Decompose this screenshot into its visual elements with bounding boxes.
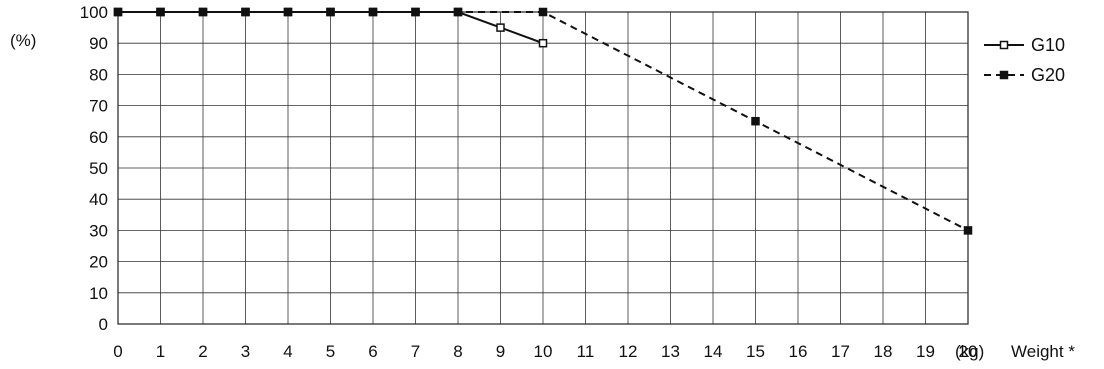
data-point-g20 [283,7,293,17]
data-point-g20 [156,7,165,17]
y-tick-label: 60 [89,128,108,147]
series-layer [113,7,973,235]
data-point-g20 [368,7,378,17]
y-axis-unit: (%) [10,31,36,50]
x-axis-unit: (kg) [955,342,984,361]
y-tick-label: 80 [89,65,108,84]
x-tick-label: 6 [368,342,377,361]
legend-marker [999,40,1009,50]
x-tick-label: 13 [661,342,680,361]
data-point-g20 [963,226,973,235]
x-tick-label: 7 [411,342,420,361]
x-tick-label: 0 [113,342,122,361]
y-tick-label: 90 [89,34,108,53]
x-tick-label: 16 [789,342,808,361]
x-tick-label: 3 [241,342,250,361]
legend-marker [999,70,1009,80]
chart-grid [117,11,969,325]
y-tick-label: 0 [99,315,108,334]
data-point-g10 [496,23,505,32]
data-point-g20 [751,116,760,126]
x-tick-label: 8 [453,342,462,361]
x-tick-label: 17 [831,342,850,361]
x-axis-label: Weight * [1011,342,1075,361]
x-tick-label: 10 [534,342,553,361]
x-tick-label: 20 [959,342,978,361]
x-tick-label: 14 [704,342,723,361]
x-axis-ticks: 0 1 2 3 4 5 6 7 8 9 10 11 12 13 14 15 16 17 18 19 20 [113,342,977,361]
x-tick-label: 2 [198,342,207,361]
data-point-g20 [198,7,208,17]
legend-label: G10 [1031,35,1065,55]
data-point-g20 [453,7,463,17]
data-point-g20 [538,7,548,17]
y-tick-label: 70 [89,97,108,116]
x-tick-label: 12 [619,342,638,361]
series-g20 [113,7,973,235]
y-tick-label: 50 [89,159,108,178]
x-tick-label: 11 [577,342,595,361]
y-tick-label: 10 [89,284,108,303]
y-tick-label: 30 [89,221,108,240]
data-point-g20 [241,7,250,17]
series-line-g20 [118,11,969,232]
x-tick-label: 1 [156,342,165,361]
legend-item-g10: G10 [984,35,1065,55]
legend-item-g20: G20 [984,65,1065,85]
legend: G10 G20 [984,35,1065,85]
legend-label: G20 [1031,65,1065,85]
x-tick-label: 9 [496,342,505,361]
y-tick-label: 100 [80,3,108,22]
data-point-g20 [411,7,420,17]
x-tick-label: 19 [916,342,935,361]
y-tick-label: 40 [89,190,108,209]
data-point-g20 [326,7,335,17]
x-tick-label: 18 [874,342,893,361]
data-point-g20 [113,7,123,17]
x-tick-label: 5 [326,342,335,361]
y-axis-ticks: 0 10 20 30 40 50 60 70 80 90 100 [80,3,108,334]
x-tick-label: 15 [746,342,765,361]
data-point-g10 [538,38,548,48]
x-tick-label: 4 [283,342,292,361]
y-tick-label: 20 [89,253,108,272]
